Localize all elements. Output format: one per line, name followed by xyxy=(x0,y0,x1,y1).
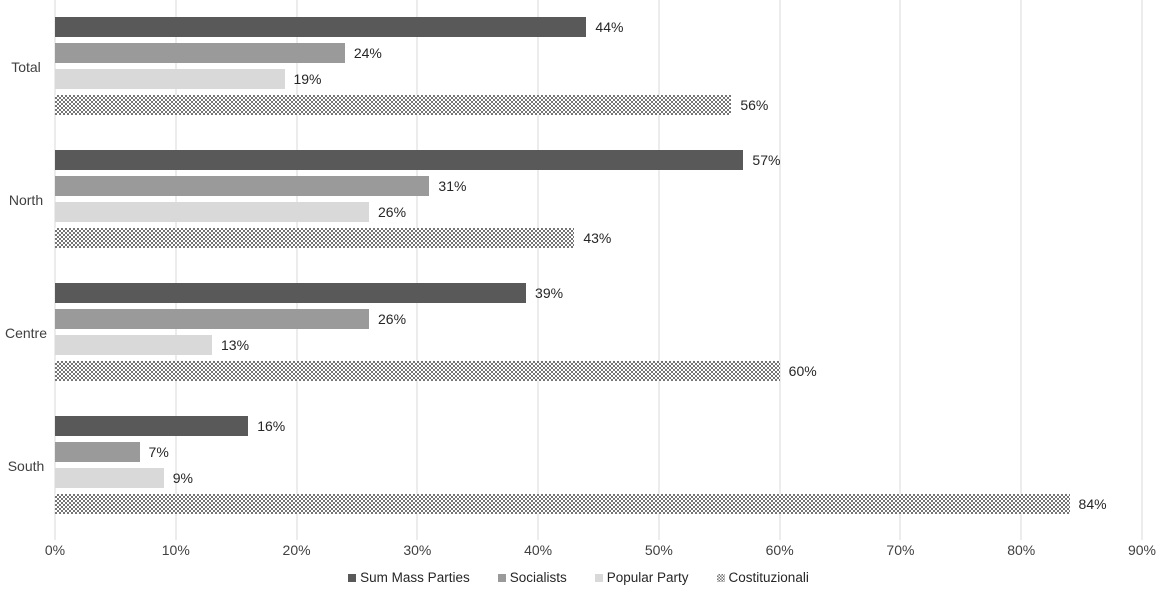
bar-total-costituzionali xyxy=(55,95,732,115)
bar-centre-socialists xyxy=(55,309,369,329)
data-label: 84% xyxy=(1078,496,1107,512)
data-label: 57% xyxy=(752,152,781,168)
data-label: 7% xyxy=(148,444,169,460)
category-label-total: Total xyxy=(11,58,41,75)
gridline xyxy=(296,0,298,540)
bar-south-popular-party xyxy=(55,468,164,488)
data-label: 26% xyxy=(378,311,407,327)
legend-item-costituzionali: Costituzionali xyxy=(716,570,809,585)
data-label: 16% xyxy=(257,418,286,434)
bar-north-costituzionali xyxy=(55,228,575,248)
gridline xyxy=(899,0,901,540)
legend-item-sum-mass-parties: Sum Mass Parties xyxy=(348,570,470,585)
value-axis-line xyxy=(54,0,56,540)
gridline xyxy=(1141,0,1143,540)
x-tick-label: 20% xyxy=(282,542,311,558)
category-label-centre: Centre xyxy=(4,324,48,341)
legend-item-socialists: Socialists xyxy=(497,570,567,585)
data-label: 44% xyxy=(595,19,624,35)
legend-label: Sum Mass Parties xyxy=(360,570,470,585)
x-axis: 0% 10% 20% 30% 40% 50% 60% 70% 80% 90% xyxy=(45,542,1156,560)
category-label-south: South xyxy=(7,457,45,474)
x-tick-label: 10% xyxy=(161,542,190,558)
gridline xyxy=(779,0,781,540)
bar-north-socialists xyxy=(55,176,430,196)
data-label: 9% xyxy=(172,470,193,486)
gridline xyxy=(658,0,660,540)
x-tick-label: 40% xyxy=(524,542,553,558)
data-label: 19% xyxy=(293,71,322,87)
data-label: 31% xyxy=(438,178,467,194)
legend-marker-icon xyxy=(716,573,725,582)
legend-marker-icon xyxy=(497,573,506,582)
data-label: 13% xyxy=(221,337,250,353)
legend-item-popular-party: Popular Party xyxy=(594,570,689,585)
bar-centre-sum-mass-parties xyxy=(55,283,526,303)
plot-area: 44% 24% 19% 56% 57% 31% 26% 43% 39% 26% 13% 60% 16% 7… xyxy=(54,0,1143,540)
x-tick-label: 80% xyxy=(1007,542,1036,558)
x-tick-label: 60% xyxy=(765,542,794,558)
gridline xyxy=(175,0,177,540)
bar-south-costituzionali xyxy=(55,494,1070,514)
data-label: 43% xyxy=(583,230,612,246)
x-tick-label: 90% xyxy=(1127,542,1157,558)
legend-marker-icon xyxy=(594,573,603,582)
bar-total-popular-party xyxy=(55,69,285,89)
bar-total-sum-mass-parties xyxy=(55,17,587,37)
gridline xyxy=(537,0,539,540)
data-label: 39% xyxy=(535,285,564,301)
bar-centre-popular-party xyxy=(55,335,212,355)
data-label: 26% xyxy=(378,204,407,220)
bar-centre-costituzionali xyxy=(55,361,780,381)
data-label: 56% xyxy=(740,97,769,113)
bar-south-socialists xyxy=(55,442,140,462)
x-tick-label: 50% xyxy=(644,542,673,558)
gridline xyxy=(1020,0,1022,540)
legend-label: Popular Party xyxy=(606,570,689,585)
bar-total-socialists xyxy=(55,43,345,63)
bar-north-popular-party xyxy=(55,202,369,222)
data-label: 24% xyxy=(353,45,382,61)
category-label-north: North xyxy=(8,191,44,208)
bar-south-sum-mass-parties xyxy=(55,416,249,436)
legend-label: Socialists xyxy=(509,570,567,585)
legend-marker-icon xyxy=(348,573,357,582)
x-tick-label: 0% xyxy=(44,542,66,558)
x-tick-label: 30% xyxy=(403,542,432,558)
gridline xyxy=(416,0,418,540)
data-label: 60% xyxy=(788,363,817,379)
bar-north-sum-mass-parties xyxy=(55,150,744,170)
x-tick-label: 70% xyxy=(886,542,915,558)
legend-label: Costituzionali xyxy=(728,570,809,585)
legend: Sum Mass Parties Socialists Popular Party C… xyxy=(0,570,1157,585)
